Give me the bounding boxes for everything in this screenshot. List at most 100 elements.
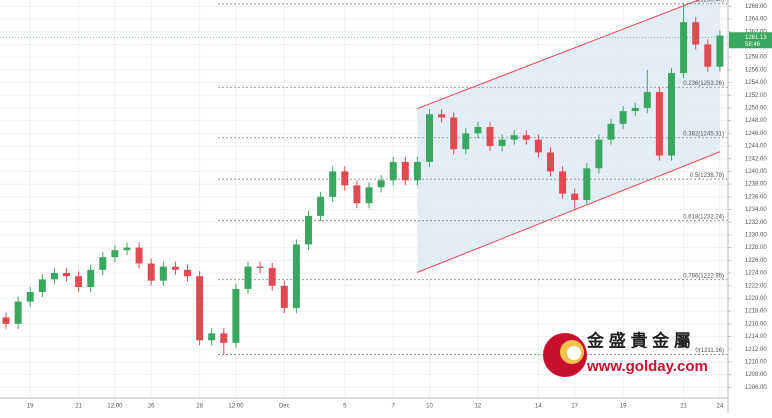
y-tick-label: 1250.00 (745, 106, 767, 112)
y-tick-label: 1258.00 (745, 55, 767, 61)
last-price-tag (729, 32, 772, 49)
y-tick-label: 1242.00 (745, 156, 767, 162)
candle-body (486, 126, 494, 147)
candle-body (426, 114, 433, 162)
y-tick-label: 1234.00 (745, 207, 767, 213)
y-tick-label: 1230.00 (745, 232, 767, 238)
y-tick-label: 1254.00 (745, 80, 767, 86)
x-tick-label: 5 (343, 404, 347, 410)
fib-label: 0.786(1222.95) (683, 273, 724, 279)
y-tick-label: 1246.00 (745, 131, 767, 137)
candle-body (365, 187, 373, 204)
candle-body (280, 285, 288, 308)
channel-line (417, 151, 721, 273)
y-tick-label: 1218.00 (745, 309, 767, 315)
candle-body (583, 168, 591, 200)
candle-body (571, 193, 579, 200)
candle-body (353, 185, 361, 204)
fib-label: 0.236(1253.26) (683, 81, 724, 87)
x-tick-label: 28 (196, 404, 203, 410)
candle-body (99, 257, 107, 270)
candle-body (522, 135, 530, 140)
x-tick-label: 19 (27, 404, 34, 410)
x-tick-label: 26 (148, 404, 155, 410)
y-tick-label: 1236.00 (745, 194, 767, 200)
candle-body (220, 333, 228, 343)
candle-body (63, 273, 70, 277)
candle-body (244, 266, 252, 289)
fib-label: 1(1266.40) (695, 0, 724, 3)
watermark-url: www.golday.com (586, 358, 708, 375)
candle-body (716, 35, 724, 67)
candle-body (498, 139, 506, 147)
candle-body (232, 288, 240, 343)
candle-body (668, 73, 675, 156)
candle-body (208, 333, 216, 341)
candle-body (631, 107, 639, 112)
candle-body (655, 92, 663, 156)
candle-body (704, 44, 712, 67)
y-tick-label: 1232.00 (745, 220, 767, 226)
candle-body (38, 279, 46, 293)
y-tick-label: 1216.00 (745, 321, 767, 327)
y-tick-label: 1226.00 (745, 258, 767, 264)
last-price-label: 1261.13 (745, 35, 767, 41)
y-tick-label: 1264.00 (745, 17, 767, 23)
candle-body (377, 180, 385, 188)
fib-label: 0.382(1245.31) (683, 131, 724, 137)
logo-circle (567, 346, 581, 360)
candle-body (462, 133, 470, 150)
candle-body (2, 317, 10, 324)
candle-body (111, 250, 119, 258)
candle-body (159, 266, 167, 281)
candle-body (595, 139, 603, 169)
candle-body (510, 135, 518, 140)
y-tick-label: 1210.00 (745, 359, 767, 365)
x-tick-label: Dec (279, 404, 290, 410)
channel-fill (417, 0, 720, 273)
candle-body (474, 126, 482, 134)
logo: 金 盛 貴 金 屬 www.golday.com (543, 330, 708, 377)
x-tick-label: 12:00 (228, 404, 244, 410)
candle-body (26, 292, 34, 302)
x-tick-label: 12:00 (107, 404, 123, 410)
candle-body (171, 266, 179, 270)
x-tick-label: 17 (571, 404, 578, 410)
watermark-brand: 金 盛 貴 金 屬 (586, 330, 691, 350)
candle-body (123, 247, 131, 251)
candle-body (268, 267, 276, 286)
plot-area: 1(1266.40) 0.236(1253.26) 0.382(1245.31) 0.… (0, 0, 728, 398)
y-tick-label: 1224.00 (745, 271, 767, 277)
candle-body (184, 269, 191, 277)
y-tick-label: 1220.00 (745, 296, 767, 302)
candle-body (341, 171, 349, 186)
candle-body (413, 161, 421, 181)
y-tick-label: 1208.00 (745, 372, 767, 378)
candle-body (50, 273, 58, 280)
candle-body (196, 276, 204, 341)
candle-body (401, 161, 409, 181)
fib-label: 0.5(1238.78) (690, 173, 724, 179)
x-tick-label: 10 (426, 404, 433, 410)
fib-label: 0(1211.16) (695, 348, 724, 354)
x-tick-label: 19 (620, 404, 627, 410)
x-tick-label: 12 (475, 404, 482, 410)
candle-body (389, 161, 397, 181)
x-tick-label: 24 (717, 404, 724, 410)
candle-body (643, 92, 651, 108)
candle-body (147, 263, 155, 281)
candle-body (534, 139, 542, 153)
candle-body (75, 276, 83, 287)
channel-line (417, 0, 700, 110)
y-tick-label: 1212.00 (745, 347, 767, 353)
candle-body (305, 215, 312, 245)
candle-body (317, 196, 325, 216)
x-tick-label: 7 (392, 404, 396, 410)
fib-label: 0.618(1232.24) (683, 214, 724, 220)
candle-body (438, 114, 446, 118)
candle-body (87, 269, 95, 287)
candle-body (450, 117, 458, 150)
x-tick-label: 21 (75, 404, 82, 410)
y-tick-label: 1266.00 (745, 4, 767, 10)
